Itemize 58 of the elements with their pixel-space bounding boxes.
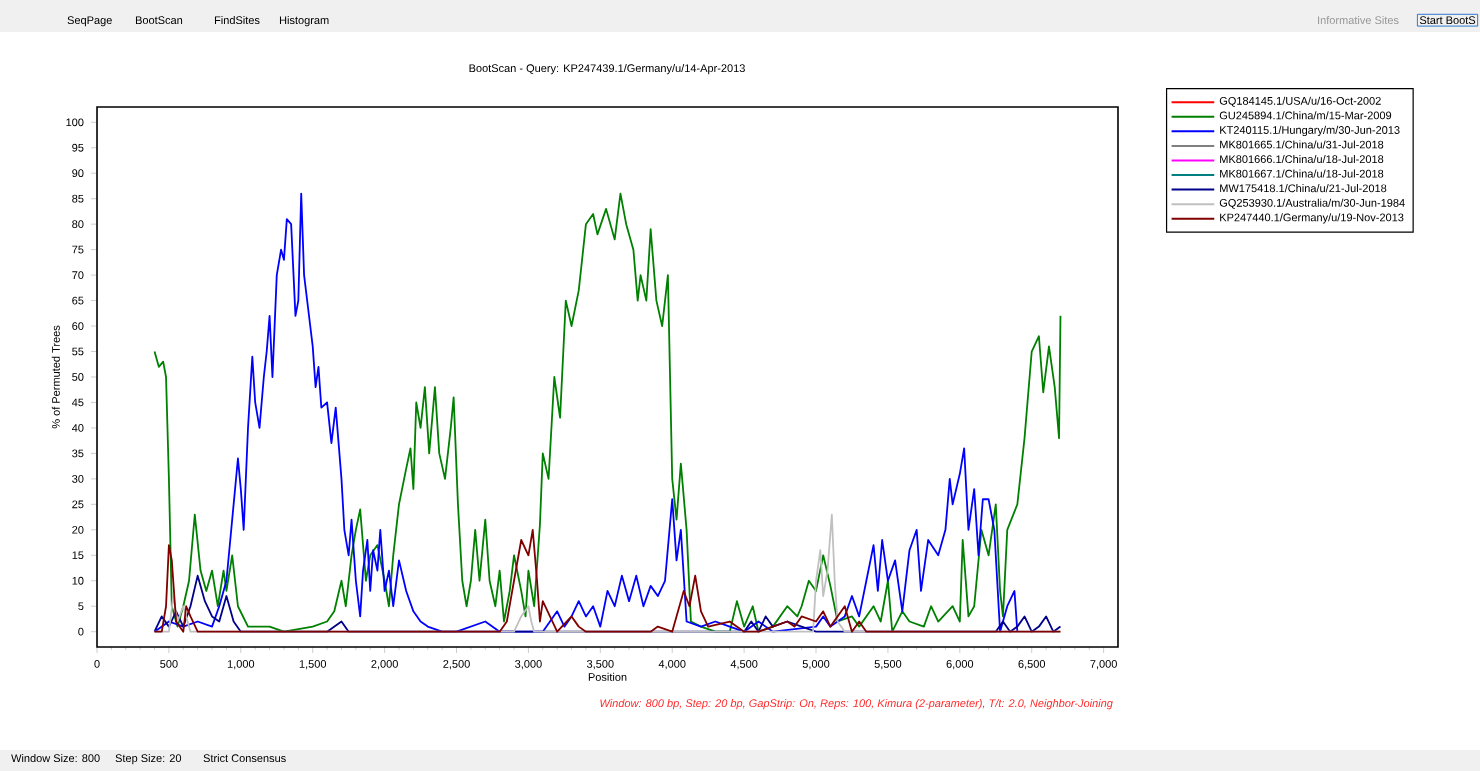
x-tick-label: 2,500 bbox=[443, 660, 470, 670]
y-tick-label: 5 bbox=[78, 602, 84, 611]
legend-label: KT240115.1/Hungary/m/30-Jun-2013 bbox=[1220, 125, 1400, 137]
legend-label: MK801666.1/China/u/18-Jul-2018 bbox=[1220, 154, 1384, 164]
text: Window: 800 bp, Step: 20 bp, GapStrip: On, Reps: 100, Kimura (2-parameter), T/t: 2.0, Neighbor-Joining bbox=[600, 699, 1113, 710]
y-tick-label: 35 bbox=[72, 449, 84, 458]
text: Step Size: 20 bbox=[115, 754, 182, 765]
y-tick-label: 0 bbox=[78, 627, 84, 636]
text: FindSites bbox=[214, 16, 260, 25]
text: BootScan bbox=[135, 16, 183, 25]
x-tick-label: 6,500 bbox=[1018, 660, 1046, 670]
y-axis-title: % of Permuted Trees bbox=[51, 325, 60, 429]
x-tick-label: 3,500 bbox=[586, 660, 614, 670]
y-tick-label: 65 bbox=[72, 296, 84, 305]
y-tick-label: 85 bbox=[72, 194, 84, 203]
y-tick-label: 15 bbox=[72, 551, 84, 560]
x-tick-label: 1,500 bbox=[299, 660, 327, 670]
y-tick-label: 80 bbox=[72, 220, 84, 229]
x-tick-label: 5,500 bbox=[874, 660, 902, 670]
y-tick-label: 45 bbox=[71, 398, 84, 407]
x-tick-label: 0 bbox=[94, 660, 100, 668]
x-tick-label: 5,000 bbox=[802, 660, 830, 670]
x-tick-label: 500 bbox=[160, 660, 178, 668]
legend-label: MK801667.1/China/u/18-Jul-2018 bbox=[1220, 169, 1384, 178]
x-tick-label: 2,000 bbox=[371, 660, 398, 670]
x-tick-label: 7,000 bbox=[1090, 660, 1117, 670]
y-tick-label: 60 bbox=[72, 322, 84, 330]
x-tick-label: 6,000 bbox=[946, 660, 974, 670]
text: Start BootS bbox=[1419, 16, 1476, 25]
y-tick-label: 100 bbox=[66, 118, 84, 127]
x-tick-label: 4,000 bbox=[658, 660, 686, 670]
legend-label: GU245894.1/China/m/15-Mar-2009 bbox=[1219, 111, 1392, 120]
y-tick-label: 10 bbox=[72, 576, 84, 585]
text: Window Size: 800 bbox=[11, 754, 100, 763]
legend-label: GQ253930.1/Australia/m/30-Jun-1984 bbox=[1219, 198, 1405, 209]
y-tick-label: 25 bbox=[72, 500, 84, 509]
legend-label: KP247440.1/Germany/u/19-Nov-2013 bbox=[1220, 213, 1404, 224]
y-tick-label: 55 bbox=[72, 347, 84, 356]
y-tick-label: 20 bbox=[72, 525, 84, 534]
text: SeqPage bbox=[67, 16, 112, 27]
y-tick-label: 30 bbox=[72, 474, 84, 483]
x-tick-label: 1,000 bbox=[227, 660, 255, 670]
text: Strict Consensus bbox=[203, 754, 286, 763]
chart-title: BootScan - Query: KP247439.1/Germany/u/14-Apr-2013 bbox=[469, 64, 745, 75]
x-axis-title: Position bbox=[588, 672, 627, 681]
legend-label: MW175418.1/China/u/21-Jul-2018 bbox=[1220, 184, 1387, 193]
text: Informative Sites bbox=[1318, 16, 1399, 25]
x-tick-label: 4,500 bbox=[730, 660, 758, 670]
y-tick-label: 50 bbox=[72, 373, 84, 381]
y-tick-label: 95 bbox=[72, 143, 84, 152]
y-tick-label: 90 bbox=[72, 169, 84, 178]
legend-label: GQ184145.1/USA/u/16-Oct-2002 bbox=[1219, 96, 1381, 107]
y-tick-label: 40 bbox=[71, 424, 84, 432]
text: Histogram bbox=[279, 16, 329, 27]
legend-label: MK801665.1/China/u/31-Jul-2018 bbox=[1220, 140, 1384, 149]
y-tick-label: 75 bbox=[72, 245, 84, 254]
x-tick-label: 3,000 bbox=[515, 660, 542, 670]
y-tick-label: 70 bbox=[72, 271, 84, 279]
